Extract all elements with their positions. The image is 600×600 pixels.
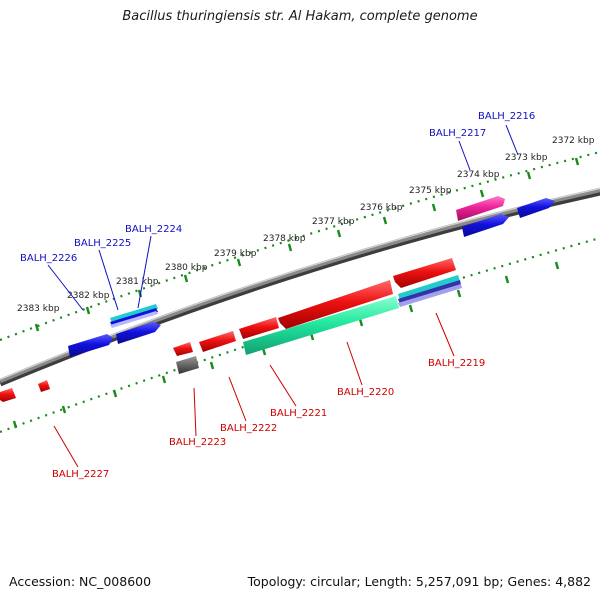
leader-line (53, 425, 79, 468)
forward-leaders (47, 124, 519, 311)
tick-mark (183, 274, 189, 283)
leader-line (98, 249, 119, 311)
gene-arrow[interactable] (398, 284, 462, 307)
gene-arrow[interactable] (110, 311, 158, 328)
gene-arrow[interactable] (456, 196, 505, 221)
tick-mark (161, 375, 167, 384)
outer-major-ticks (34, 157, 580, 332)
tick-label: 2383 kbp (17, 304, 60, 314)
gene-label[interactable]: BALH_2227 (52, 469, 109, 480)
gene-arrow[interactable] (173, 342, 193, 356)
leader-line (137, 235, 152, 309)
tick-mark (526, 171, 532, 180)
accession-text: Accession: NC_008600 (9, 574, 152, 589)
gene-arrow[interactable] (462, 214, 509, 237)
gene-arrow[interactable] (116, 322, 161, 344)
tick-label: 2375 kbp (409, 186, 452, 196)
tick-mark (61, 405, 67, 414)
tick-labels: 2372 kbp 2373 kbp 2374 kbp 2375 kbp 2376… (17, 136, 595, 314)
gene-arrow[interactable] (243, 296, 399, 355)
tick-mark (236, 258, 242, 267)
tick-label: 2376 kbp (360, 203, 403, 213)
gene-arrow[interactable] (176, 356, 199, 374)
leader-line (505, 124, 519, 156)
tick-mark (34, 323, 40, 332)
tick-label: 2381 kbp (116, 277, 159, 287)
gene-label[interactable]: BALH_2223 (169, 437, 226, 448)
leader-line (346, 341, 363, 386)
forward-genes (68, 196, 555, 357)
gene-label[interactable]: BALH_2217 (429, 128, 486, 139)
tick-mark (479, 189, 485, 198)
leader-line (228, 376, 247, 422)
gene-label[interactable]: BALH_2220 (337, 387, 394, 398)
gene-arrow[interactable] (68, 334, 113, 357)
leader-line (458, 140, 471, 171)
tick-mark (12, 420, 18, 429)
gene-label[interactable]: BALH_2226 (20, 253, 77, 264)
tick-label: 2378 kbp (263, 234, 306, 244)
reverse-leaders (53, 312, 455, 468)
tick-label: 2380 kbp (165, 263, 208, 273)
tick-label: 2373 kbp (505, 153, 548, 163)
reverse-genes (0, 258, 462, 402)
tick-mark (431, 203, 437, 212)
gene-arrow[interactable] (398, 280, 461, 304)
forward-gene-labels: BALH_2216 BALH_2217 BALH_2224 BALH_2225 … (20, 111, 535, 264)
gene-label[interactable]: BALH_2222 (220, 423, 277, 434)
gene-label[interactable]: BALH_2224 (125, 224, 182, 235)
tick-label: 2374 kbp (457, 170, 500, 180)
genome-backbone (0, 187, 600, 387)
tick-label: 2377 kbp (312, 217, 355, 227)
tick-label: 2382 kbp (67, 291, 110, 301)
genome-summary-text: Topology: circular; Length: 5,257,091 bp… (247, 574, 591, 589)
gene-label[interactable]: BALH_2225 (74, 238, 131, 249)
tick-mark (287, 243, 293, 252)
gene-label[interactable]: BALH_2219 (428, 358, 485, 369)
tick-mark (382, 216, 388, 225)
leader-line (269, 364, 297, 407)
tick-mark (408, 304, 414, 313)
tick-label: 2379 kbp (214, 249, 257, 259)
tick-mark (554, 261, 560, 270)
gene-arrow[interactable] (0, 388, 16, 402)
tick-mark (85, 306, 91, 315)
tick-mark (574, 157, 580, 166)
tick-mark (336, 229, 342, 238)
map-title: Bacillus thuringiensis str. Al Hakam, co… (122, 9, 478, 24)
tick-mark (209, 361, 215, 370)
tick-mark (456, 289, 462, 298)
tick-label: 2372 kbp (552, 136, 595, 146)
leader-line (435, 312, 455, 357)
gene-arrow[interactable] (398, 275, 460, 300)
gene-label[interactable]: BALH_2221 (270, 408, 327, 419)
tick-mark (504, 275, 510, 284)
gene-arrow[interactable] (110, 304, 158, 323)
gene-arrow[interactable] (278, 280, 393, 329)
gene-arrow[interactable] (517, 198, 555, 218)
reverse-gene-labels: BALH_2219 BALH_2220 BALH_2221 BALH_2222 … (52, 358, 485, 480)
gene-arrow[interactable] (393, 258, 456, 288)
gene-label[interactable]: BALH_2216 (478, 111, 535, 122)
tick-mark (358, 318, 364, 327)
gene-arrow[interactable] (199, 331, 236, 352)
leader-line (47, 264, 84, 311)
gene-arrow[interactable] (38, 380, 50, 392)
inner-tick-row (0, 236, 600, 434)
tick-mark (112, 389, 118, 398)
leader-line (193, 387, 197, 437)
gene-arrow[interactable] (239, 317, 279, 339)
